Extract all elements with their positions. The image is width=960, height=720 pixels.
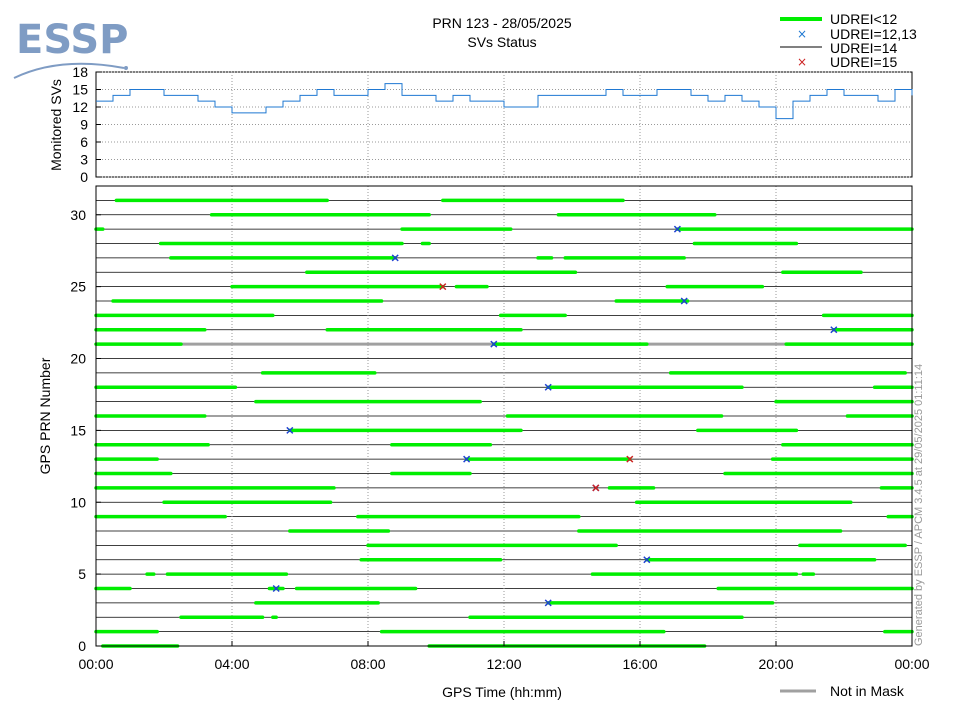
- udrei-15-marker-stroke: [626, 455, 634, 463]
- udrei-12-13-marker-stroke: [391, 254, 399, 262]
- bottom-y-tick-label: 20: [70, 351, 86, 367]
- bottom-y-tick-label: 30: [70, 207, 86, 223]
- bottom-y-axis-label: GPS PRN Number: [37, 357, 53, 474]
- top-y-tick-label: 9: [80, 117, 88, 133]
- top-y-tick-label: 6: [80, 134, 88, 150]
- bottom-y-ticks: 0 5 10 15 20 25 30: [70, 207, 101, 654]
- not-in-mask-legend: Not in Mask: [780, 683, 905, 699]
- legend-swatch-udrei-12-13-icon: ×: [797, 27, 807, 41]
- x-tick-label: 08:00: [350, 656, 385, 672]
- prn-segments: [94, 198, 914, 648]
- legend-label-udrei-lt12: UDREI<12: [830, 11, 898, 27]
- chart-subtitle: SVs Status: [467, 34, 536, 50]
- udrei-12-13-marker: [463, 455, 471, 463]
- x-tick-label: 04:00: [214, 656, 249, 672]
- not-in-mask-label: Not in Mask: [830, 683, 905, 699]
- udrei-12-13-marker-stroke: [544, 383, 552, 391]
- top-y-tick-label: 0: [80, 169, 88, 185]
- udrei-12-13-marker: [680, 297, 688, 305]
- top-y-tick-label: 3: [80, 152, 88, 168]
- udrei-12-13-marker-stroke: [643, 556, 651, 564]
- udrei-12-13-marker: [490, 340, 498, 348]
- x-tick-label: 20:00: [758, 656, 793, 672]
- logo-swoosh: [13, 62, 125, 79]
- logo-dot: [124, 66, 128, 70]
- prn-timeline-chart: 0 5 10 15 20 25 30 00:00 04:00 08:00 12:00 16:00 20…: [37, 185, 930, 700]
- udrei-15-marker: [592, 484, 600, 492]
- bottom-x-ticks: 00:00 04:00 08:00 12:00 16:00 20:00 00:00: [78, 641, 930, 672]
- x-axis-label: GPS Time (hh:mm): [442, 684, 562, 700]
- bottom-y-tick-label: 5: [78, 566, 86, 582]
- chart-title: PRN 123 - 28/05/2025: [432, 15, 572, 31]
- udrei-12-13-marker-stroke: [272, 584, 280, 593]
- top-grid: [96, 71, 912, 178]
- legend-label-udrei-15: UDREI=15: [830, 54, 898, 70]
- udrei-12-13-marker-stroke: [490, 340, 498, 348]
- x-tick-label: 00:00: [894, 656, 929, 672]
- legend-swatch-udrei-15-icon: ×: [797, 55, 807, 69]
- udrei-12-13-marker-stroke: [680, 297, 688, 305]
- top-y-tick-label: 12: [72, 99, 88, 115]
- top-y-axis-label: Monitored SVs: [48, 79, 64, 171]
- legend: UDREI<12 × UDREI=12,13 UDREI=14 × UDREI=…: [780, 11, 917, 70]
- x-tick-label: 12:00: [486, 656, 521, 672]
- udrei-12-13-marker: [673, 225, 681, 233]
- udrei-12-13-marker: [643, 556, 651, 564]
- udrei-12-13-marker: [830, 326, 838, 334]
- essp-logo: ESSP: [13, 17, 128, 79]
- top-y-tick-label: 18: [72, 64, 88, 80]
- monitored-svs-line: [96, 83, 913, 120]
- udrei-12-13-marker: [544, 383, 552, 391]
- udrei-15-marker: [626, 455, 634, 463]
- udrei-markers: [272, 225, 838, 607]
- generated-by-credit: Generated by ESSP / APCM 3.4.5 at 29/05/…: [913, 364, 925, 646]
- udrei-15-marker-stroke: [439, 283, 447, 291]
- udrei-12-13-marker: [391, 254, 399, 262]
- x-tick-label: 16:00: [622, 656, 657, 672]
- udrei-15-marker: [439, 283, 447, 291]
- essp-logo-text: ESSP: [16, 17, 128, 63]
- udrei-15-marker-stroke: [592, 484, 600, 492]
- legend-label-udrei-14: UDREI=14: [830, 40, 898, 56]
- udrei-12-13-marker-stroke: [544, 599, 552, 607]
- udrei-12-13-marker-stroke: [286, 426, 294, 434]
- x-tick-label: 00:00: [78, 656, 113, 672]
- bottom-y-tick-label: 25: [70, 279, 86, 295]
- top-y-tick-label: 15: [72, 82, 88, 98]
- bottom-y-tick-label: 15: [70, 422, 86, 438]
- udrei-12-13-marker-stroke: [830, 326, 838, 334]
- udrei-12-13-marker-stroke: [463, 455, 471, 463]
- udrei-12-13-marker-stroke: [673, 225, 681, 233]
- udrei-12-13-marker: [272, 584, 280, 593]
- legend-label-udrei-12-13: UDREI=12,13: [830, 26, 917, 42]
- udrei-12-13-marker: [544, 599, 552, 607]
- bottom-y-tick-label: 10: [70, 494, 86, 510]
- bottom-y-tick-label: 0: [78, 638, 86, 654]
- udrei-12-13-marker: [286, 426, 294, 434]
